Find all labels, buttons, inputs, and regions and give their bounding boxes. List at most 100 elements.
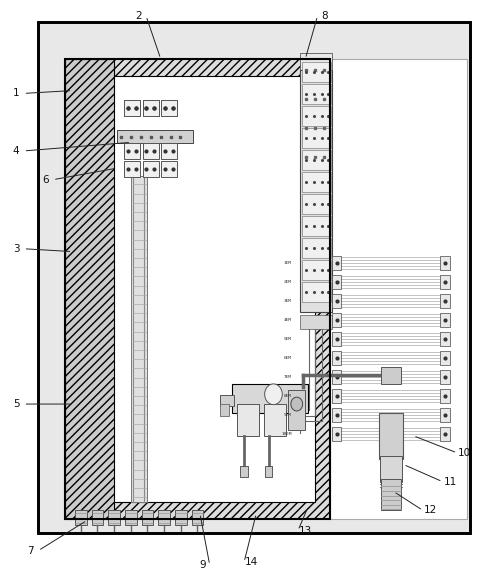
Bar <box>161 161 177 177</box>
Bar <box>440 408 450 422</box>
Bar <box>237 404 259 436</box>
Text: 10EM: 10EM <box>281 432 291 436</box>
Bar <box>124 161 140 177</box>
Bar <box>80 76 315 502</box>
Text: 4: 4 <box>13 146 19 156</box>
Bar <box>108 510 120 525</box>
Bar <box>332 256 341 270</box>
Text: 2EM: 2EM <box>284 280 291 284</box>
Bar <box>332 427 341 441</box>
Text: 12: 12 <box>423 505 437 516</box>
Text: 1EM: 1EM <box>284 261 291 265</box>
Bar <box>381 366 401 384</box>
Bar <box>440 351 450 365</box>
Bar <box>142 101 159 116</box>
Bar <box>302 84 331 104</box>
Bar <box>332 294 341 308</box>
Text: 6EM: 6EM <box>284 356 291 360</box>
Bar <box>332 389 341 403</box>
Text: 9: 9 <box>199 560 206 570</box>
Bar <box>219 404 229 416</box>
Text: 7EM: 7EM <box>284 375 291 379</box>
Circle shape <box>291 397 303 411</box>
Bar <box>440 332 450 346</box>
Bar <box>302 106 331 126</box>
Bar <box>219 395 234 406</box>
Bar <box>332 351 341 365</box>
Bar <box>124 143 140 159</box>
Bar <box>300 110 332 134</box>
Bar <box>124 101 140 116</box>
Bar <box>158 510 170 525</box>
Bar <box>124 101 140 116</box>
Bar <box>330 59 467 519</box>
Bar <box>65 59 330 519</box>
Bar <box>300 82 332 105</box>
Text: 7: 7 <box>28 546 34 555</box>
Bar <box>141 510 153 525</box>
Text: 5EM: 5EM <box>284 337 291 341</box>
Bar <box>440 427 450 441</box>
Bar <box>192 510 203 525</box>
Bar <box>440 294 450 308</box>
Bar <box>265 466 273 477</box>
Bar <box>332 370 341 384</box>
Bar <box>300 53 332 76</box>
Bar <box>125 510 137 525</box>
Bar <box>300 71 332 312</box>
Bar <box>161 101 177 116</box>
Bar <box>300 315 332 329</box>
Text: 9EM: 9EM <box>284 413 291 417</box>
Bar <box>302 194 331 214</box>
Text: 10: 10 <box>458 448 471 458</box>
Bar <box>302 172 331 192</box>
Text: 4EM: 4EM <box>284 318 291 322</box>
Bar <box>75 510 87 525</box>
Bar <box>302 216 331 236</box>
Circle shape <box>265 384 282 405</box>
Bar <box>379 413 403 459</box>
Bar <box>142 101 159 116</box>
Bar <box>332 332 341 346</box>
Bar <box>264 404 286 436</box>
Text: 3: 3 <box>13 244 19 254</box>
Bar <box>38 21 469 533</box>
Bar <box>302 150 331 170</box>
Bar <box>440 256 450 270</box>
Text: 8EM: 8EM <box>284 394 291 398</box>
Bar <box>142 161 159 177</box>
Bar <box>240 466 248 477</box>
Bar <box>440 313 450 327</box>
Bar <box>65 59 330 519</box>
Text: 1: 1 <box>13 88 19 98</box>
Bar <box>381 479 401 510</box>
Bar <box>175 510 187 525</box>
Bar <box>440 370 450 384</box>
Bar <box>302 62 331 82</box>
Bar <box>38 21 469 533</box>
Bar <box>332 275 341 289</box>
Bar <box>142 143 159 159</box>
Text: 8: 8 <box>321 11 328 21</box>
Bar <box>117 130 193 143</box>
Bar <box>332 408 341 422</box>
Text: 6: 6 <box>42 175 49 185</box>
Bar <box>302 260 331 280</box>
Bar <box>65 59 114 519</box>
Bar <box>302 128 331 148</box>
Text: 5: 5 <box>13 399 19 409</box>
Bar <box>232 384 308 413</box>
Bar <box>161 143 177 159</box>
Text: 11: 11 <box>443 477 457 487</box>
Bar <box>161 101 177 116</box>
Bar <box>302 282 331 302</box>
Text: 14: 14 <box>245 557 258 567</box>
Bar <box>440 275 450 289</box>
Bar <box>332 313 341 327</box>
Bar <box>302 238 331 258</box>
Bar <box>300 139 332 162</box>
Text: 2: 2 <box>136 11 142 21</box>
Bar <box>131 176 147 502</box>
Bar <box>288 390 305 430</box>
Bar <box>92 510 104 525</box>
